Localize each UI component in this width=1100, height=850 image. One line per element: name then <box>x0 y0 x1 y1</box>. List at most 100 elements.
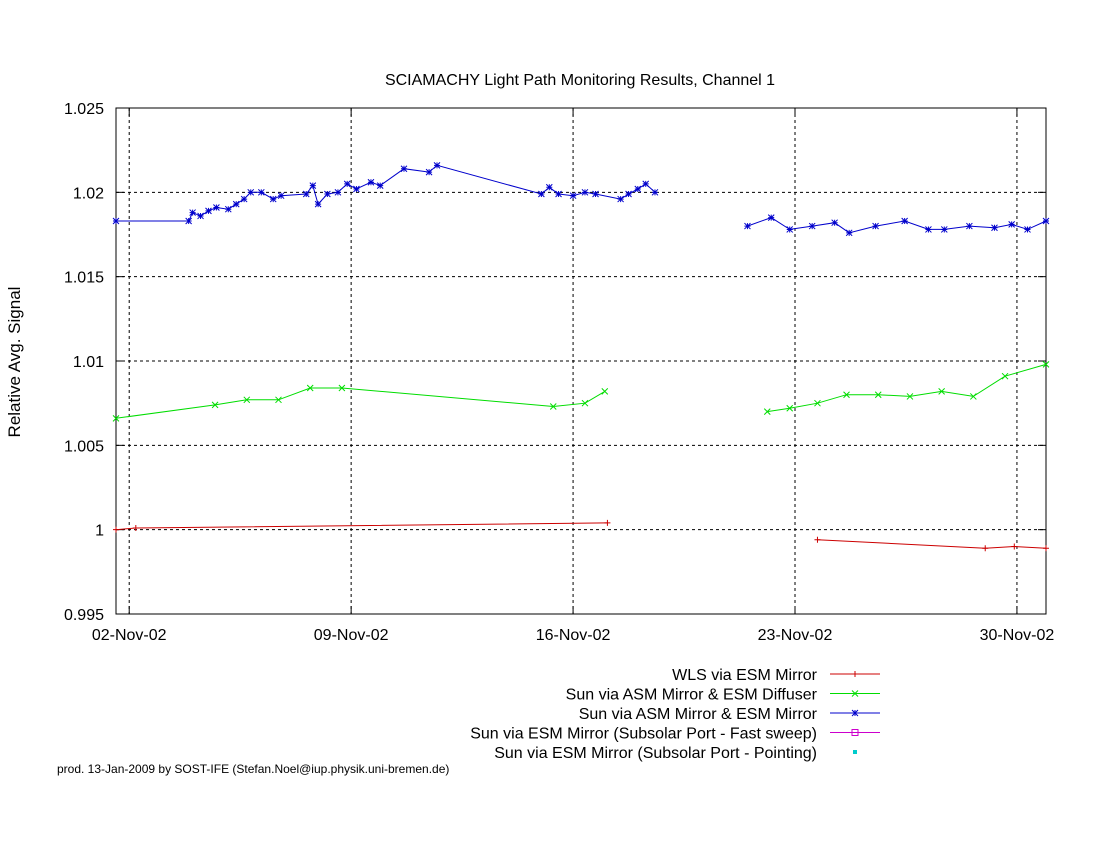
data-point <box>808 222 816 230</box>
y-tick-label: 1.025 <box>64 101 104 118</box>
data-point <box>197 212 204 220</box>
data-point <box>189 209 196 216</box>
y-tick-label: 1.02 <box>73 185 104 202</box>
data-point <box>569 192 577 200</box>
axis-ticks: 0.995 1 1.005 1.01 1.015 1.02 1.025 02-Nov-02 09… <box>64 101 1054 644</box>
data-point <box>277 192 285 200</box>
data-point <box>213 204 220 211</box>
data-point <box>247 188 255 196</box>
series-line <box>767 363 1047 413</box>
data-point <box>132 524 139 531</box>
data-point <box>1042 361 1050 368</box>
x-tick-label: 09-Nov-02 <box>314 627 389 644</box>
data-point <box>343 180 351 188</box>
series-3 <box>112 161 1050 237</box>
data-point <box>425 168 433 176</box>
data-point <box>185 217 193 225</box>
data-point <box>367 178 375 186</box>
data-point <box>433 161 441 169</box>
data-point <box>549 403 557 410</box>
legend-marker <box>851 690 859 697</box>
data-point <box>642 180 650 188</box>
data-point <box>302 190 310 198</box>
data-point <box>1001 372 1009 380</box>
legend-marker <box>852 671 858 677</box>
data-point <box>601 388 609 395</box>
data-point <box>767 214 775 221</box>
data-point <box>309 182 317 189</box>
data-point <box>763 408 771 415</box>
series-line <box>817 539 1047 549</box>
grid-lines <box>116 108 1046 614</box>
data-point <box>634 185 642 193</box>
legend-label: Sun via ASM Mirror & ESM Diffuser <box>566 687 818 704</box>
series-2 <box>112 361 1050 422</box>
data-point <box>112 217 120 225</box>
data-point <box>232 200 240 208</box>
legend-marker <box>851 709 859 717</box>
legend-label: Sun via ASM Mirror & ESM Mirror <box>579 706 818 723</box>
data-point <box>205 207 212 215</box>
legend-label: Sun via ESM Mirror (Subsolar Port - Fast… <box>470 726 817 743</box>
x-tick-label: 30-Nov-02 <box>980 627 1055 644</box>
data-point <box>1042 217 1050 225</box>
legend-marker <box>853 750 857 754</box>
y-tick-label: 1.015 <box>64 270 104 287</box>
legend-label: Sun via ESM Mirror (Subsolar Port - Poin… <box>494 745 817 762</box>
data-point <box>938 388 945 395</box>
data-point <box>901 217 909 225</box>
y-tick-label: 1 <box>95 523 104 540</box>
y-tick-label: 0.995 <box>64 607 104 624</box>
data-point <box>1043 545 1049 552</box>
data-point <box>334 188 342 196</box>
data-point <box>581 188 589 196</box>
data-point <box>257 188 265 196</box>
data-point <box>906 393 914 400</box>
x-tick-label: 02-Nov-02 <box>92 627 167 644</box>
data-point <box>113 526 119 533</box>
data-point <box>545 183 553 191</box>
production-footer: prod. 13-Jan-2009 by SOST-IFE (Stefan.No… <box>57 762 450 776</box>
data-point <box>991 224 998 232</box>
data-point <box>843 391 850 399</box>
x-tick-label: 23-Nov-02 <box>758 627 833 644</box>
y-axis-label: Relative Avg. Signal <box>5 287 24 438</box>
data-point <box>940 226 948 233</box>
data-point <box>969 393 977 400</box>
legend-marker <box>851 729 859 736</box>
data-point <box>1008 221 1016 228</box>
data-point <box>982 545 989 552</box>
legend: WLS via ESM Mirror Sun via ASM Mirror & E… <box>470 667 880 762</box>
data-point <box>874 391 882 399</box>
data-point <box>604 519 611 526</box>
data-point <box>925 226 932 233</box>
data-point <box>555 190 562 198</box>
data-point <box>243 396 251 404</box>
y-tick-label: 1.01 <box>73 354 104 371</box>
series-line <box>747 217 1047 234</box>
data-point <box>306 384 314 392</box>
data-point <box>353 185 360 193</box>
series-line <box>115 522 608 531</box>
x-tick-label: 16-Nov-02 <box>536 627 611 644</box>
series-line <box>116 164 656 222</box>
data-point <box>581 399 589 407</box>
data-point <box>966 222 973 230</box>
data-point <box>617 195 624 203</box>
legend-label: WLS via ESM Mirror <box>672 667 818 684</box>
data-point <box>1011 543 1018 550</box>
data-point <box>338 384 346 392</box>
data-point <box>538 190 545 198</box>
data-point <box>831 219 838 227</box>
data-point <box>744 222 751 230</box>
data-point <box>845 229 853 237</box>
data-point <box>112 414 120 422</box>
data-point <box>872 222 879 230</box>
data-point <box>814 399 821 407</box>
data-point <box>269 195 277 203</box>
data-point <box>786 404 794 412</box>
data-point <box>324 190 331 198</box>
data-point <box>651 188 659 196</box>
series-1 <box>113 519 1049 552</box>
